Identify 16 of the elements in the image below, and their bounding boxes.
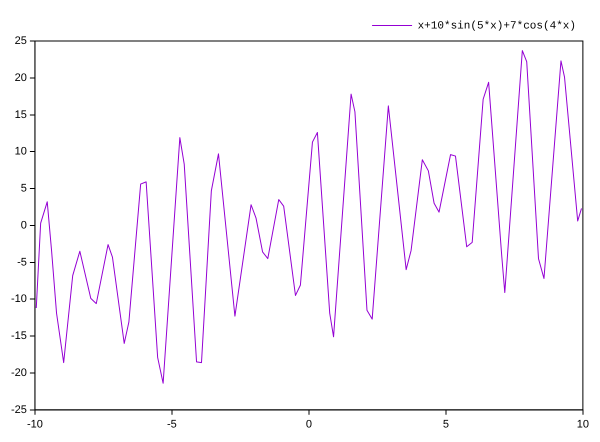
x-tick-label: -5 [167, 418, 177, 430]
y-tick-label: 10 [14, 146, 27, 158]
y-tick-label: -20 [10, 366, 27, 379]
y-tick-label: 20 [14, 72, 27, 84]
y-tick-label: 0 [20, 219, 27, 232]
y-tick-label: -15 [10, 330, 27, 342]
legend-label: x+10*sin(5*x)+7*cos(4*x) [418, 20, 576, 32]
y-tick-label: 15 [14, 108, 27, 121]
y-tick-label: 5 [20, 182, 27, 195]
x-tick-label: 0 [306, 418, 312, 430]
x-tick-label: 10 [576, 418, 590, 430]
y-tick-label: 25 [14, 35, 27, 48]
y-tick-label: -10 [10, 293, 27, 306]
x-tick-label: 5 [442, 418, 449, 430]
y-tick-label: -5 [17, 256, 27, 268]
y-tick-label: -25 [10, 404, 27, 416]
